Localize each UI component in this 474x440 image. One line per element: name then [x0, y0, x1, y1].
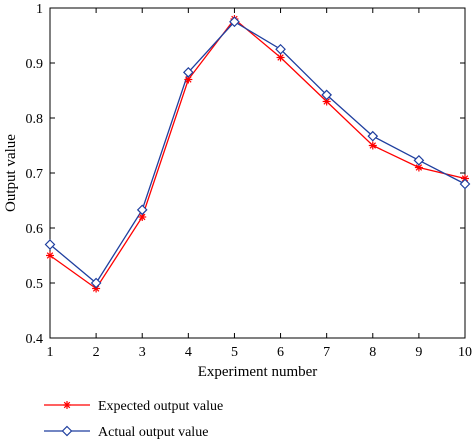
legend-label: Actual output value [98, 425, 208, 440]
y-tick-label: 0.5 [26, 277, 44, 292]
y-tick-label: 0.7 [26, 167, 44, 182]
legend-item: Actual output value [44, 425, 208, 440]
y-tick-label: 0.8 [26, 112, 44, 127]
data-point-asterisk [414, 163, 423, 172]
y-axis-ticks: 0.4 0.5 0.6 0.7 0.8 0.9 1 [26, 2, 465, 347]
x-tick-label: 1 [47, 345, 54, 360]
legend: Expected output value Actual output value [44, 399, 223, 440]
legend-item: Expected output value [44, 399, 223, 414]
data-point-diamond [413, 155, 425, 166]
x-tick-label: 2 [93, 345, 100, 360]
data-point-diamond [321, 89, 333, 101]
data-point-diamond [367, 130, 379, 142]
plot-area-frame [49, 7, 466, 339]
legend-label: Expected output value [98, 399, 223, 414]
data-point-diamond [182, 67, 194, 78]
data-point-asterisk [276, 53, 285, 62]
x-tick-label: 6 [277, 345, 284, 360]
data-point-diamond [44, 239, 56, 250]
x-tick-label: 4 [185, 345, 192, 360]
x-tick-label: 5 [231, 345, 238, 360]
series-layer [44, 15, 471, 293]
y-tick-label: 0.4 [26, 332, 44, 347]
x-axis-label: Experiment number [198, 364, 318, 380]
x-tick-label: 7 [323, 345, 330, 360]
x-tick-label: 8 [369, 345, 376, 360]
data-point-diamond [90, 277, 102, 289]
data-point-diamond [136, 204, 148, 216]
x-tick-label: 9 [415, 345, 422, 360]
y-axis-label: Output value [3, 134, 19, 212]
legend-marker-diamond [61, 425, 73, 437]
y-tick-label: 0.9 [26, 57, 44, 72]
y-tick-label: 0.6 [26, 222, 44, 237]
x-tick-label: 10 [458, 345, 472, 360]
x-tick-label: 3 [139, 345, 146, 360]
series-line-1 [49, 20, 466, 284]
data-point-asterisk [46, 251, 54, 260]
x-axis-ticks: 1 2 3 4 5 6 7 8 9 10 [47, 8, 472, 360]
y-tick-label: 1 [36, 2, 43, 17]
data-point-diamond [229, 16, 240, 28]
data-point-asterisk [368, 141, 377, 150]
series-line-0 [49, 18, 466, 290]
data-point-diamond [275, 43, 286, 55]
data-point-diamond [459, 178, 471, 190]
legend-marker-asterisk [63, 401, 71, 409]
